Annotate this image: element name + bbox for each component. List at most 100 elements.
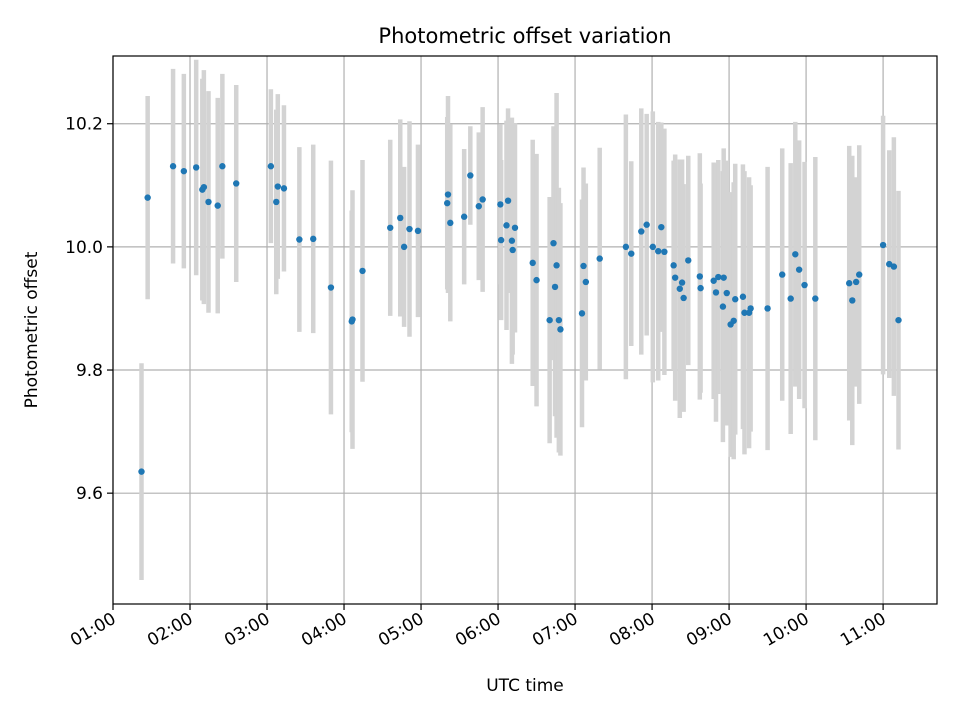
data-point <box>643 221 650 228</box>
data-point <box>180 167 188 175</box>
data-point <box>219 163 226 170</box>
y-axis-title: Photometric offset <box>22 251 42 408</box>
data-point <box>529 259 536 267</box>
data-point <box>479 196 486 203</box>
data-point <box>406 225 413 233</box>
plot-frame <box>112 55 938 605</box>
data-point <box>678 279 686 286</box>
data-point <box>649 243 657 251</box>
data-point <box>792 251 799 258</box>
data-point <box>710 277 717 284</box>
data-point <box>508 237 516 244</box>
data-point <box>580 262 587 270</box>
data-point <box>444 191 452 198</box>
y-tick-label: 10.2 <box>65 115 103 135</box>
data-point <box>779 271 786 278</box>
data-point <box>214 202 221 209</box>
data-point <box>550 239 557 247</box>
data-point <box>732 296 739 303</box>
data-point <box>720 274 727 281</box>
data-point <box>622 243 630 251</box>
data-point <box>200 183 208 191</box>
y-tick-label: 9.8 <box>76 361 103 381</box>
data-point <box>509 246 516 254</box>
data-point <box>890 263 898 270</box>
data-point <box>444 199 451 207</box>
data-point <box>397 214 404 222</box>
data-point <box>846 280 853 287</box>
data-point <box>655 247 662 255</box>
data-point <box>879 241 887 249</box>
data-point <box>670 262 677 269</box>
data-point <box>497 201 504 208</box>
x-axis-title: UTC time <box>486 676 564 696</box>
data-point <box>503 222 510 229</box>
data-point <box>596 255 603 262</box>
data-point <box>553 262 560 269</box>
data-point <box>849 297 856 304</box>
data-point <box>723 289 730 297</box>
data-point <box>557 326 564 333</box>
data-point <box>697 284 704 292</box>
data-point <box>296 236 303 243</box>
data-point <box>685 257 692 264</box>
data-point <box>764 305 771 312</box>
data-point <box>795 266 803 273</box>
data-points <box>138 163 902 475</box>
y-axis: 9.6 9.8 10.0 10.2 <box>65 115 113 504</box>
data-point <box>414 227 422 235</box>
data-point <box>511 224 519 231</box>
data-point <box>349 316 356 323</box>
data-point <box>696 273 704 280</box>
data-point <box>359 267 366 275</box>
data-point <box>533 276 540 284</box>
data-point <box>856 271 863 278</box>
data-point <box>327 284 335 291</box>
data-point <box>267 163 275 170</box>
data-point <box>447 219 454 227</box>
data-point <box>400 243 408 251</box>
data-point <box>658 223 665 231</box>
data-point <box>676 285 683 292</box>
data-point <box>730 317 737 324</box>
data-point <box>812 295 819 302</box>
data-point <box>274 183 281 190</box>
data-point <box>739 293 747 300</box>
data-point <box>582 278 590 286</box>
data-point <box>747 305 754 312</box>
data-point <box>273 198 280 206</box>
y-tick-label: 10.0 <box>65 238 103 258</box>
data-point <box>555 316 563 324</box>
data-point <box>467 172 474 179</box>
data-point <box>310 235 317 243</box>
data-point <box>628 250 635 257</box>
data-point <box>138 468 145 475</box>
data-point <box>852 278 860 286</box>
data-point <box>205 198 212 206</box>
data-point <box>712 289 720 296</box>
data-point <box>144 194 151 201</box>
y-tick-label: 9.6 <box>76 484 103 504</box>
data-point <box>638 228 645 235</box>
data-point <box>680 294 687 302</box>
data-point <box>233 180 240 187</box>
data-point <box>661 248 668 256</box>
data-point <box>895 316 902 324</box>
data-point <box>787 295 794 302</box>
data-point <box>460 213 468 220</box>
data-point <box>546 316 553 324</box>
data-point <box>671 274 679 281</box>
data-point <box>719 303 727 310</box>
data-point <box>169 163 177 170</box>
data-point <box>475 203 482 210</box>
data-point <box>387 224 394 231</box>
data-point <box>280 185 288 192</box>
data-point <box>801 281 808 289</box>
chart-title: Photometric offset variation <box>378 24 671 48</box>
data-point <box>504 197 512 204</box>
data-point <box>192 164 200 171</box>
data-point <box>578 310 586 317</box>
data-point <box>741 309 748 316</box>
data-point <box>715 273 722 281</box>
